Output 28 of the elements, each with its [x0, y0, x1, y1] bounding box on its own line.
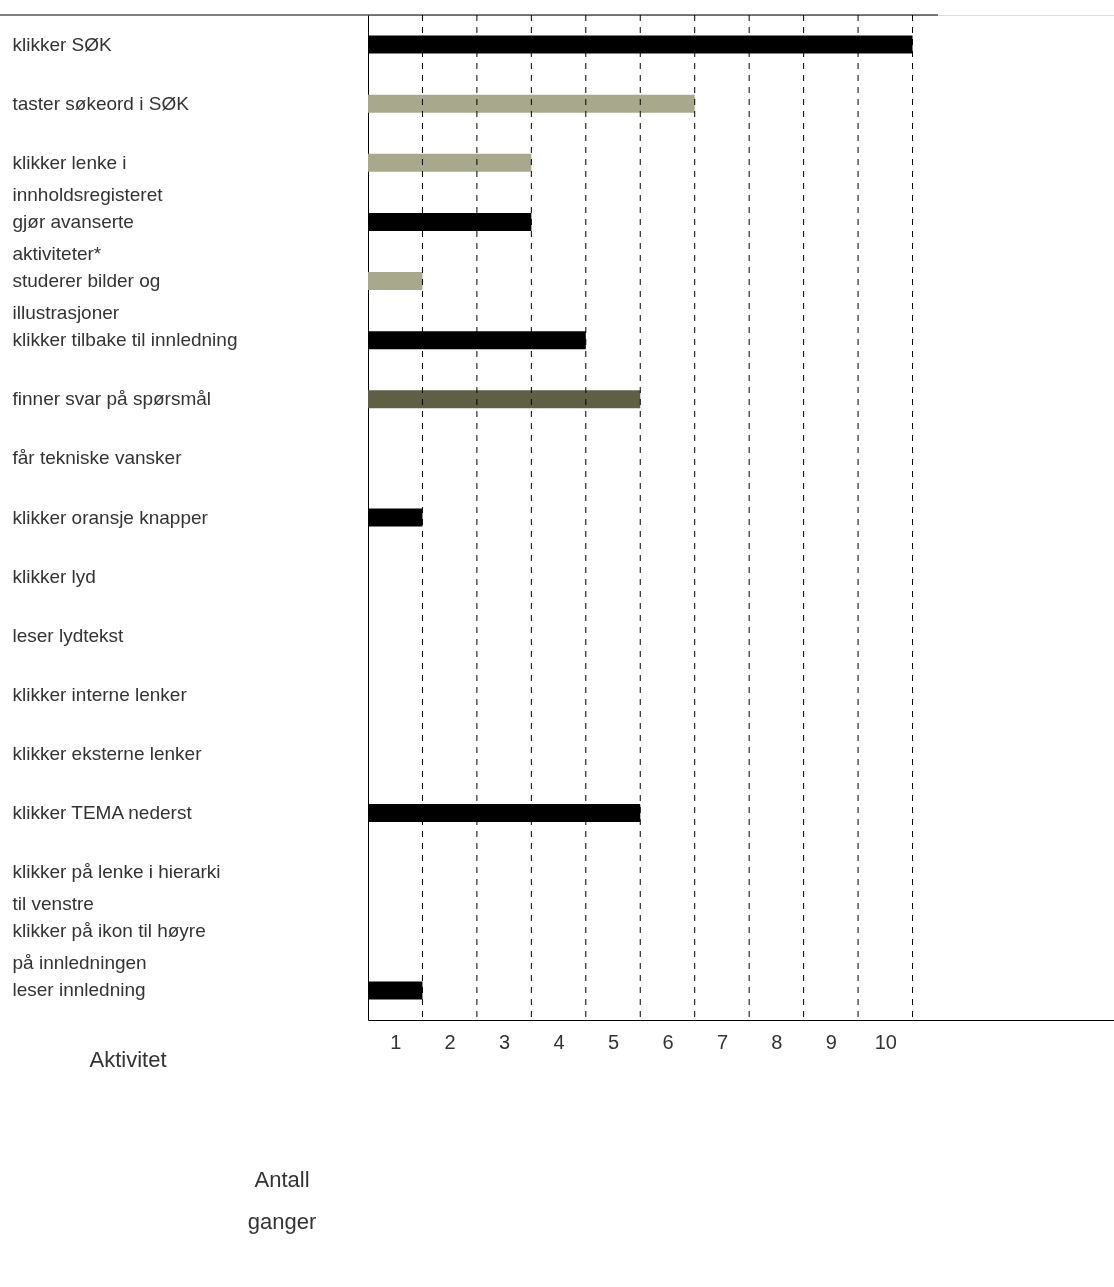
x-tick-label: 3: [499, 1030, 511, 1053]
x-tick-label: 10: [874, 1030, 897, 1053]
x-tick-label: 4: [553, 1030, 565, 1053]
y-tick-label: taster søkeord i SØK: [12, 92, 190, 114]
y-tick-label: leser innledning: [12, 979, 146, 1001]
x-tick-label: 2: [444, 1030, 456, 1053]
y-tick-label: klikker SØK: [12, 33, 113, 55]
bar: [368, 390, 641, 409]
y-tick-label: klikker lyd: [12, 565, 96, 587]
text: Antall ganger: [247, 1167, 317, 1234]
y-tick-label: finner svar på spørsmål: [12, 388, 212, 410]
y-tick-label: klikker eksterne lenker: [12, 742, 203, 764]
x-tick-label: 9: [825, 1030, 837, 1053]
bar: [368, 272, 423, 291]
y-tick-label: klikker oransje knapper: [12, 506, 209, 528]
x-tick-label: 5: [607, 1030, 620, 1053]
x-tick-label: 6: [662, 1030, 674, 1053]
y-tick-label: klikker tilbake til innledning: [12, 329, 238, 351]
y-tick-label: får tekniske vansker: [12, 447, 183, 469]
y-tick-label: klikker interne lenker: [12, 683, 188, 705]
y-tick-label: klikker TEMA nederst: [12, 802, 193, 824]
x-tick-label: 7: [716, 1030, 728, 1053]
bar: [368, 153, 532, 172]
text: Aktivitet: [89, 1047, 167, 1072]
bar: [368, 94, 695, 113]
y-tick-label: leser lydtekst: [12, 624, 125, 646]
x-tick-label: 1: [390, 1030, 402, 1053]
x-tick-label: 8: [771, 1030, 783, 1053]
